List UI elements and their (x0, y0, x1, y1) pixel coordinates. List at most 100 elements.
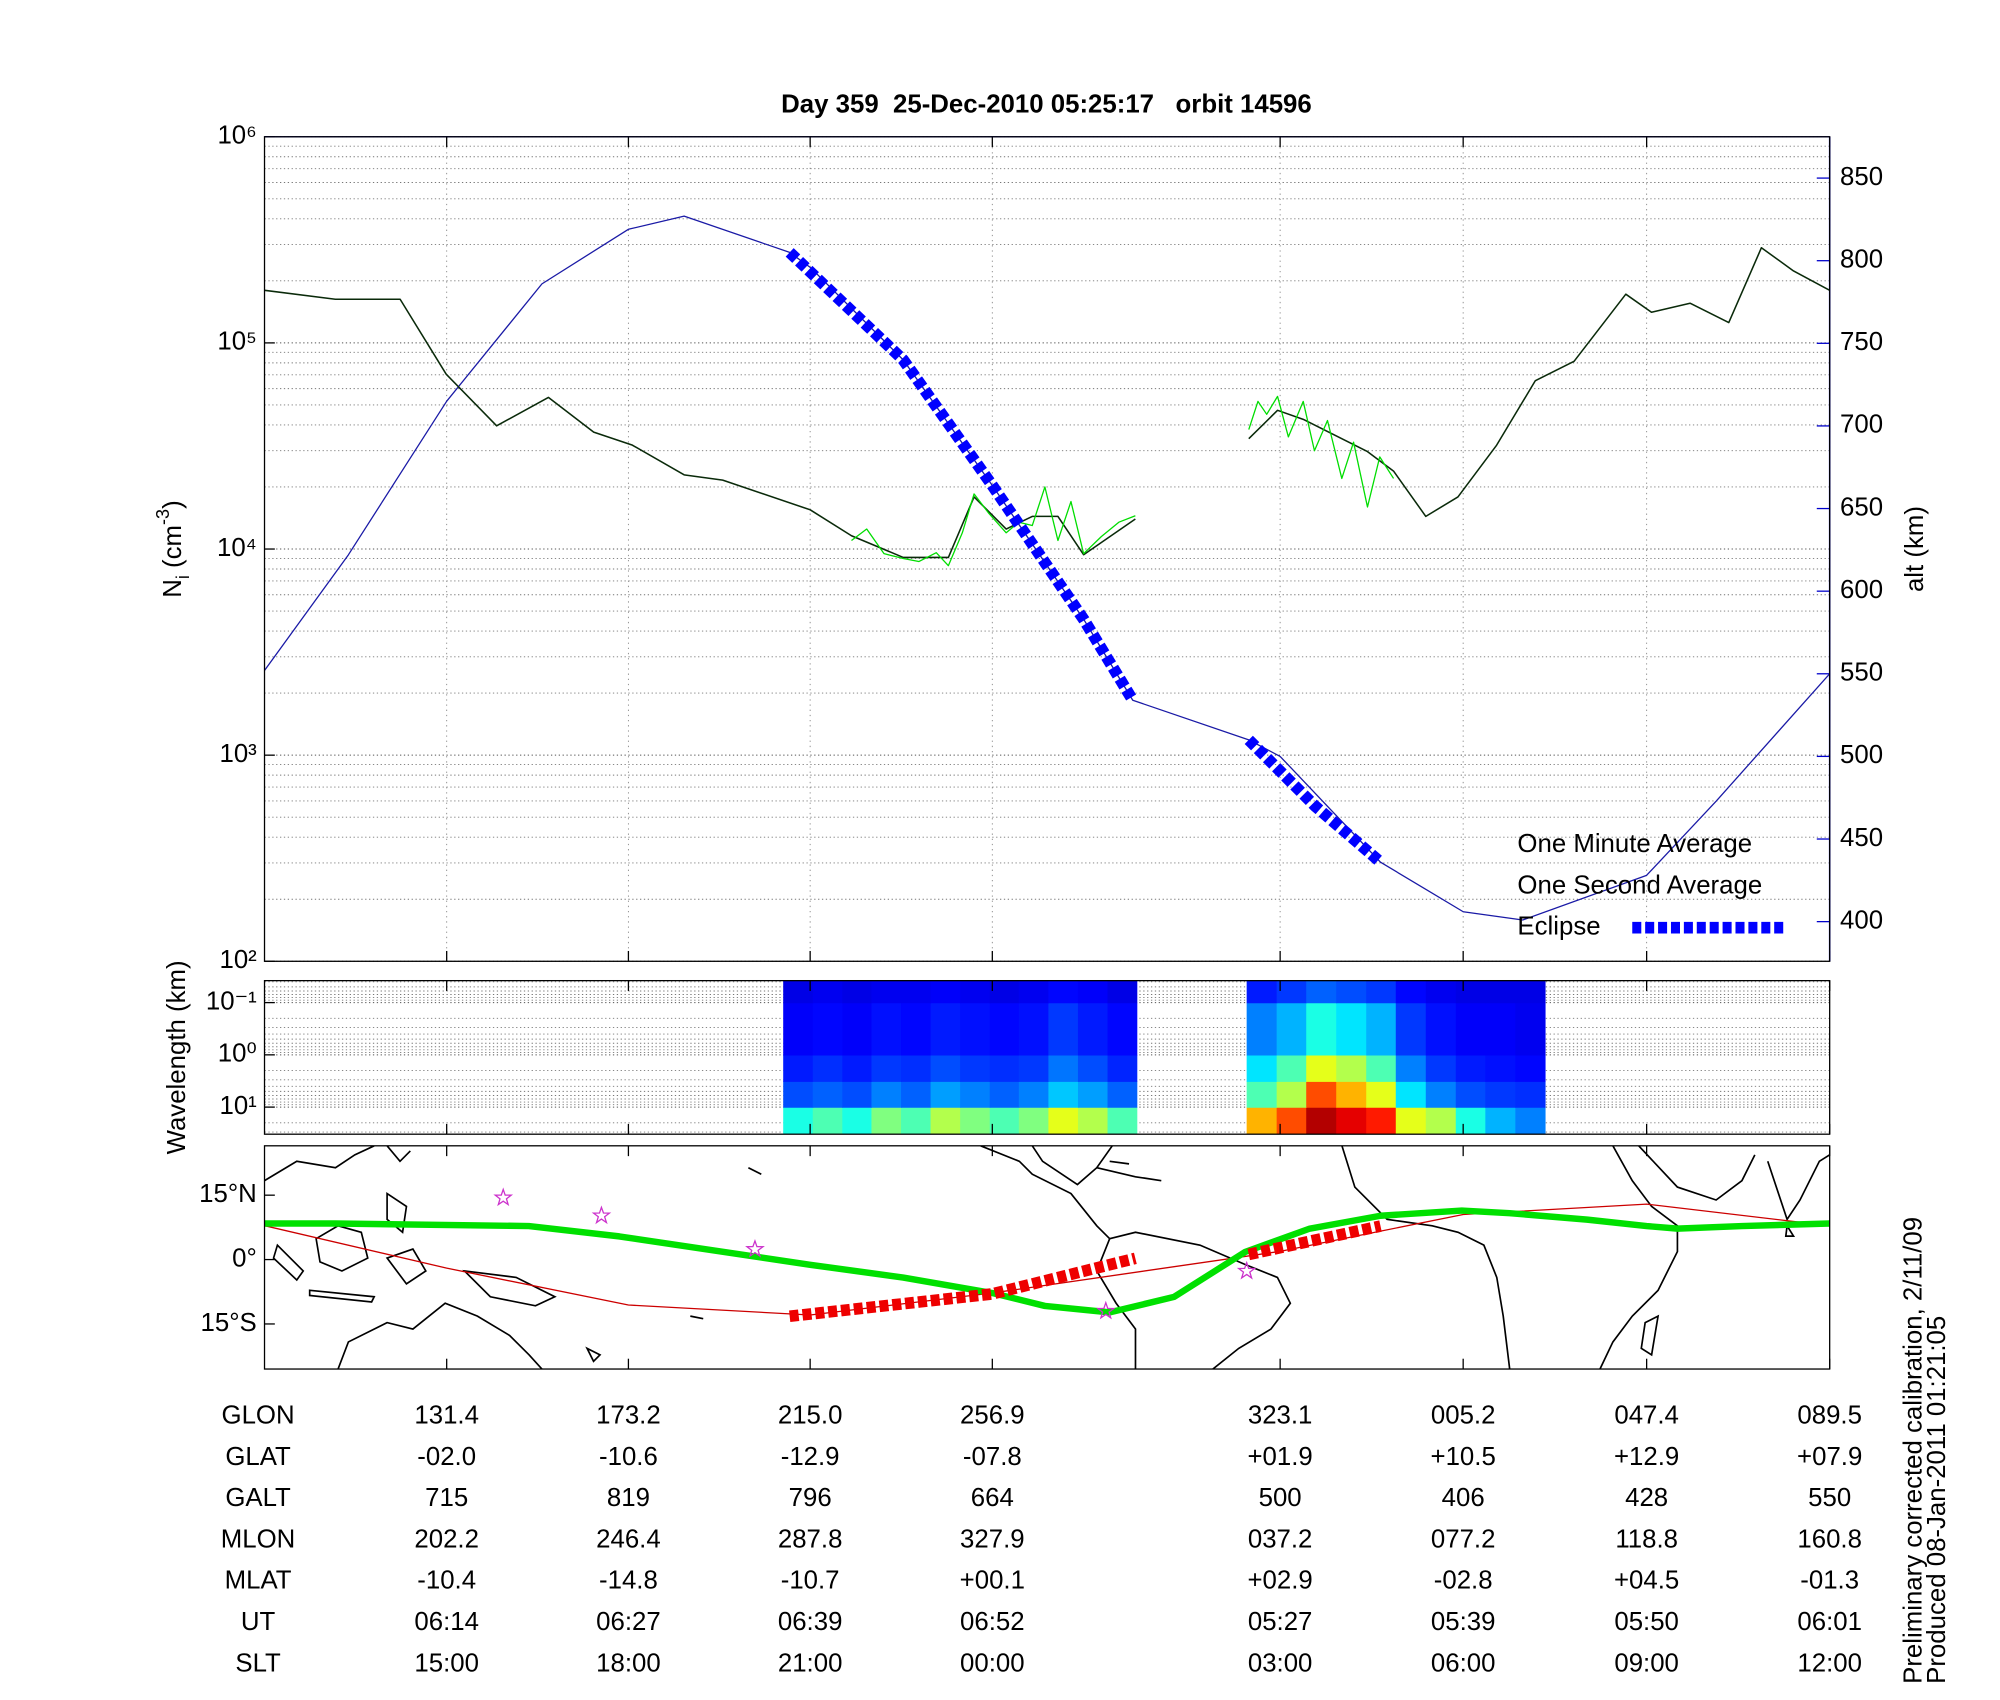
heatmap-cell (812, 1002, 843, 1056)
heatmap-cell (871, 1107, 902, 1135)
heatmap-cell (1336, 1107, 1367, 1135)
series-line (264, 246, 1830, 559)
heatmap-cell (871, 980, 902, 1004)
map-tracks (264, 1187, 1830, 1323)
heatmap-cell (1425, 1107, 1457, 1135)
y-axis-label: Ni (cm-3) (153, 500, 193, 597)
heatmap-cell (1336, 1054, 1367, 1082)
footnote: Produced 08-Jan-2011 01:21:05 (1923, 1316, 1951, 1684)
y2-tick-label: 650 (1840, 493, 1883, 521)
table-cell: -12.9 (781, 1443, 840, 1471)
table-cell: 796 (789, 1484, 832, 1512)
heatmap-cell (842, 1081, 873, 1108)
heatmap-cell (989, 1107, 1020, 1135)
table-cell: -10.7 (781, 1567, 840, 1595)
table-cell: 664 (971, 1484, 1014, 1512)
heatmap-cell (1515, 1107, 1546, 1135)
table-cell: 037.2 (1248, 1525, 1313, 1553)
table-cell: 406 (1442, 1484, 1485, 1512)
table-cell: 550 (1808, 1484, 1851, 1512)
heatmap-cell (812, 1081, 843, 1108)
table-cell: 03:00 (1248, 1649, 1313, 1677)
table-cell: 500 (1259, 1484, 1302, 1512)
legend-label: One Second Average (1517, 871, 1762, 899)
heatmap-cell (960, 980, 991, 1004)
table-cell: 06:00 (1431, 1649, 1496, 1677)
heatmap-cell (1077, 1054, 1109, 1082)
series-line (851, 395, 1395, 567)
heatmap-cell (871, 1081, 902, 1108)
y2-tick-label: 750 (1840, 328, 1883, 356)
heatmap-cell (1107, 980, 1138, 1004)
y-tick-label: 10⁵ (217, 328, 256, 356)
heatmap-cell (1366, 1081, 1397, 1108)
heatmap-cell (1276, 1107, 1307, 1135)
heatmap-cell (1306, 1107, 1337, 1135)
heatmap-cell (960, 1081, 991, 1108)
heatmap-cell (1107, 1107, 1138, 1135)
table-cell: +02.9 (1247, 1567, 1312, 1595)
heatmap-cell (1048, 1081, 1079, 1108)
heatmap-cell (1246, 1002, 1278, 1056)
y-tick-label: 15°N (199, 1180, 257, 1208)
y-tick-label: 15°S (201, 1309, 257, 1337)
table-cell: +12.9 (1614, 1443, 1679, 1471)
heatmap-cell (1366, 1054, 1397, 1082)
table-cell: 173.2 (596, 1402, 661, 1430)
table-cell: -10.6 (599, 1443, 658, 1471)
table-row-label: GALT (225, 1484, 291, 1512)
table-cell: 00:00 (960, 1649, 1025, 1677)
y2-tick-label: 800 (1840, 246, 1883, 274)
heatmap-cell (812, 1107, 843, 1135)
table-cell: +10.5 (1431, 1443, 1496, 1471)
heatmap-cell (1276, 1002, 1307, 1056)
table-cell: 06:01 (1797, 1608, 1862, 1636)
heatmap-cell (1077, 1081, 1109, 1108)
heatmap-cell (901, 1002, 932, 1056)
y-tick-label: 10⁴ (217, 534, 257, 562)
heatmap-cell (1425, 1081, 1457, 1108)
heatmap-cell (1018, 1002, 1050, 1056)
heatmap-cell (1276, 1054, 1307, 1082)
heatmap-cell (783, 980, 814, 1004)
spectrogram (783, 980, 1546, 1135)
heatmap-cell (1107, 1054, 1138, 1082)
y-tick-label: 10⁰ (218, 1040, 257, 1068)
heatmap-cell (1395, 1054, 1427, 1082)
heatmap-cell (1018, 1081, 1050, 1108)
heatmap-cell (1077, 980, 1109, 1004)
heatmap-cell (1048, 1002, 1079, 1056)
table-cell: 18:00 (596, 1649, 661, 1677)
table-cell: 06:27 (596, 1608, 661, 1636)
table-cell: +01.9 (1247, 1443, 1312, 1471)
heatmap-cell (1425, 1054, 1457, 1082)
heatmap-cell (1515, 980, 1546, 1004)
star-marker (591, 1205, 612, 1225)
y2-tick-label: 400 (1840, 906, 1883, 934)
heatmap-cell (812, 1054, 843, 1082)
series-line (785, 248, 1385, 867)
y2-tick-label: 500 (1840, 741, 1883, 769)
heatmap-cell (1455, 1054, 1486, 1082)
y-tick-label: 10¹ (219, 1092, 257, 1120)
heatmap-cell (1425, 980, 1457, 1004)
table-cell: -07.8 (963, 1443, 1022, 1471)
y-axis-label-part: N (159, 579, 187, 598)
table-cell: 215.0 (778, 1402, 843, 1430)
heatmap-cell (1306, 1054, 1337, 1082)
heatmap-cell (1425, 1002, 1457, 1056)
heatmap-cell (842, 1107, 873, 1135)
heatmap-cell (1455, 1002, 1486, 1056)
heatmap-cell (901, 980, 932, 1004)
legend-label: Eclipse (1517, 913, 1600, 941)
table-cell: 246.4 (596, 1525, 661, 1553)
table-cell: 131.4 (414, 1402, 479, 1430)
star-marker (745, 1238, 765, 1258)
heatmap-cell (901, 1107, 932, 1135)
y2-tick-label: 600 (1840, 576, 1883, 604)
table-cell: -14.8 (599, 1567, 658, 1595)
table-cell: -01.3 (1800, 1567, 1859, 1595)
heatmap-cell (989, 1054, 1020, 1082)
table-cell: 118.8 (1615, 1525, 1678, 1553)
